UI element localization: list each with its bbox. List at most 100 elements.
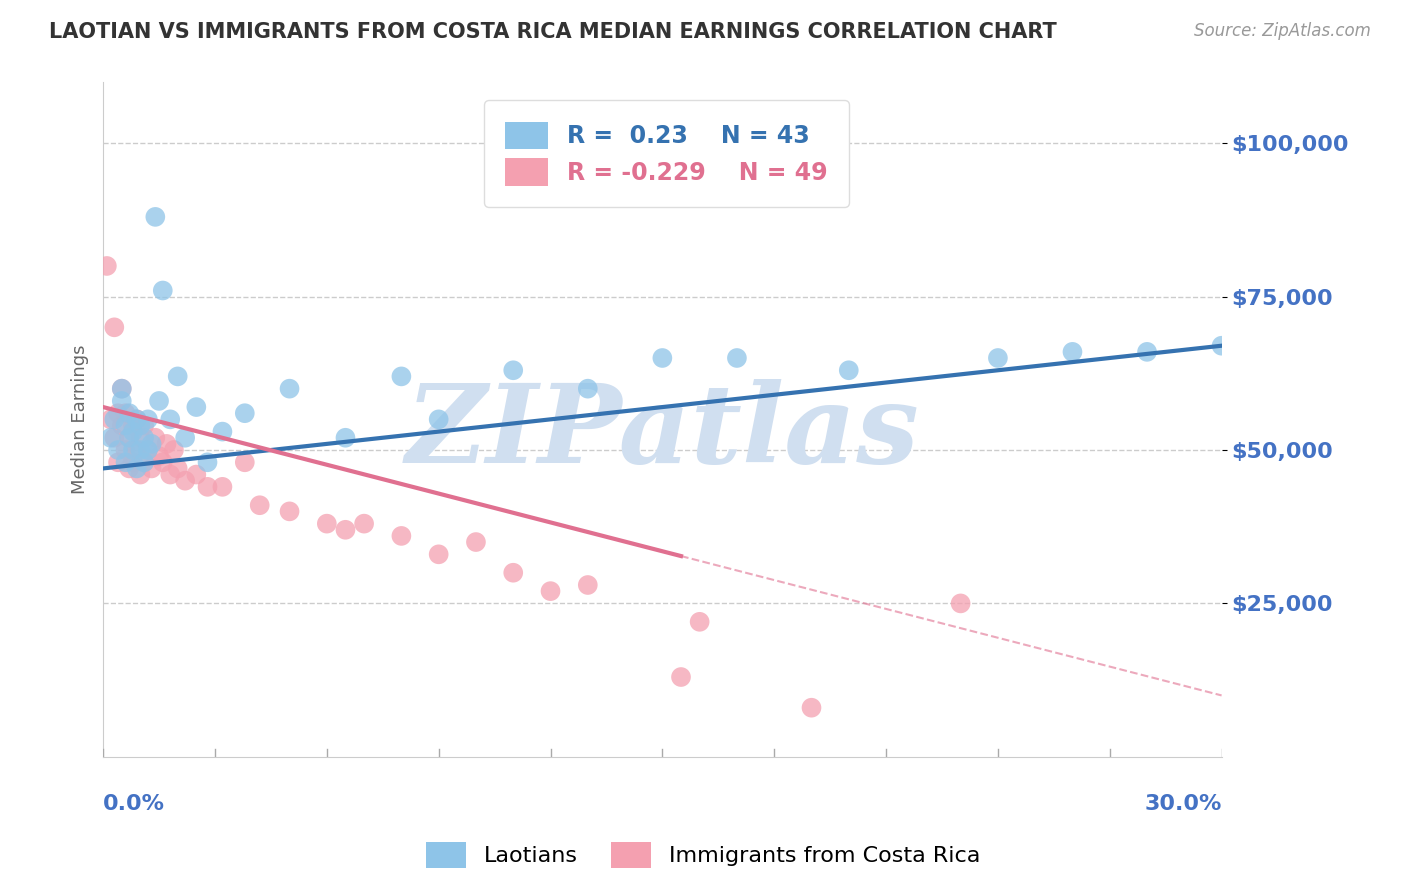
Point — [233, 406, 256, 420]
Text: LAOTIAN VS IMMIGRANTS FROM COSTA RICA MEDIAN EARNINGS CORRELATION CHART: LAOTIAN VS IMMIGRANTS FROM COSTA RICA ME… — [49, 22, 1057, 42]
Point — [141, 437, 163, 451]
Point — [152, 455, 174, 469]
Point — [103, 412, 125, 426]
Text: 0.0%: 0.0% — [103, 794, 165, 814]
Point — [111, 382, 134, 396]
Point — [143, 431, 166, 445]
Point — [148, 449, 170, 463]
Point — [125, 461, 148, 475]
Point — [163, 443, 186, 458]
Point — [576, 578, 599, 592]
Point — [125, 443, 148, 458]
Legend: R =  0.23    N = 43, R = -0.229    N = 49: R = 0.23 N = 43, R = -0.229 N = 49 — [484, 101, 849, 207]
Point — [197, 480, 219, 494]
Point — [143, 210, 166, 224]
Point — [125, 412, 148, 426]
Point — [114, 406, 136, 420]
Point — [159, 412, 181, 426]
Point — [186, 400, 208, 414]
Point — [233, 455, 256, 469]
Point — [174, 431, 197, 445]
Point — [1211, 339, 1233, 353]
Point — [725, 351, 748, 365]
Point — [335, 523, 357, 537]
Point — [114, 418, 136, 433]
Text: Source: ZipAtlas.com: Source: ZipAtlas.com — [1194, 22, 1371, 40]
Point — [134, 455, 156, 469]
Legend: Laotians, Immigrants from Costa Rica: Laotians, Immigrants from Costa Rica — [418, 833, 988, 877]
Point — [136, 412, 159, 426]
Point — [114, 455, 136, 469]
Point — [118, 406, 141, 420]
Point — [576, 382, 599, 396]
Point — [502, 566, 524, 580]
Point — [211, 480, 233, 494]
Point — [427, 412, 450, 426]
Point — [118, 461, 141, 475]
Point — [278, 504, 301, 518]
Point — [129, 431, 152, 445]
Point — [186, 467, 208, 482]
Point — [1062, 344, 1084, 359]
Point — [502, 363, 524, 377]
Point — [114, 443, 136, 458]
Point — [122, 418, 145, 433]
Point — [174, 474, 197, 488]
Point — [166, 369, 188, 384]
Point — [134, 418, 156, 433]
Point — [103, 431, 125, 445]
Point — [669, 670, 692, 684]
Point — [122, 425, 145, 439]
Point — [122, 455, 145, 469]
Text: 30.0%: 30.0% — [1144, 794, 1222, 814]
Point — [129, 467, 152, 482]
Point — [465, 535, 488, 549]
Point — [651, 351, 673, 365]
Point — [278, 382, 301, 396]
Point — [111, 393, 134, 408]
Point — [389, 369, 412, 384]
Point — [335, 431, 357, 445]
Point — [159, 467, 181, 482]
Point — [949, 596, 972, 610]
Point — [96, 259, 118, 273]
Point — [134, 455, 156, 469]
Point — [689, 615, 711, 629]
Point — [136, 443, 159, 458]
Point — [136, 443, 159, 458]
Point — [103, 320, 125, 334]
Point — [100, 431, 122, 445]
Point — [122, 443, 145, 458]
Point — [353, 516, 375, 531]
Point — [315, 516, 337, 531]
Point — [125, 412, 148, 426]
Y-axis label: Median Earnings: Median Earnings — [72, 344, 89, 494]
Point — [1136, 344, 1159, 359]
Point — [148, 393, 170, 408]
Point — [152, 284, 174, 298]
Point — [800, 700, 823, 714]
Point — [540, 584, 562, 599]
Point — [155, 437, 177, 451]
Point — [987, 351, 1010, 365]
Point — [141, 461, 163, 475]
Point — [111, 418, 134, 433]
Point — [107, 406, 129, 420]
Point — [107, 443, 129, 458]
Point — [211, 425, 233, 439]
Text: ZIPatlas: ZIPatlas — [405, 379, 920, 487]
Point — [249, 498, 271, 512]
Point — [197, 455, 219, 469]
Point — [100, 412, 122, 426]
Point — [107, 455, 129, 469]
Point — [427, 547, 450, 561]
Point — [129, 443, 152, 458]
Point — [118, 431, 141, 445]
Point — [129, 418, 152, 433]
Point — [838, 363, 860, 377]
Point — [166, 461, 188, 475]
Point — [134, 431, 156, 445]
Point — [118, 431, 141, 445]
Point — [389, 529, 412, 543]
Point — [111, 382, 134, 396]
